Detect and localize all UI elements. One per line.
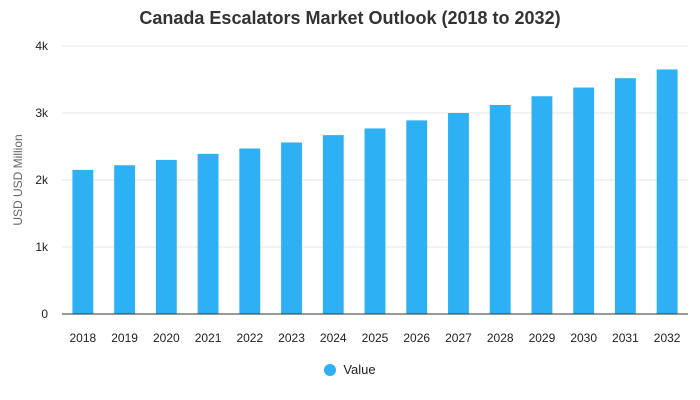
legend-label: Value xyxy=(343,362,376,377)
x-tick-label: 2020 xyxy=(153,331,180,345)
bar-2026[interactable] xyxy=(406,120,428,315)
bar-2032[interactable] xyxy=(656,69,678,314)
bar-2029[interactable] xyxy=(531,96,553,314)
bar-2030[interactable] xyxy=(573,87,595,314)
x-tick-label: 2026 xyxy=(403,331,430,345)
x-tick-label: 2025 xyxy=(362,331,389,345)
x-tick-label: 2021 xyxy=(195,331,222,345)
bar-2024[interactable] xyxy=(322,135,344,314)
x-tick-label: 2022 xyxy=(236,331,263,345)
x-tick-label: 2028 xyxy=(487,331,514,345)
y-tick-label: 0 xyxy=(41,307,48,321)
x-tick-label: 2030 xyxy=(570,331,597,345)
x-tick-label: 2029 xyxy=(529,331,556,345)
y-tick-label: 4k xyxy=(35,39,49,53)
y-axis: 0 1k 2k 3k 4k xyxy=(35,39,49,321)
x-tick-label: 2031 xyxy=(612,331,639,345)
bar-2019[interactable] xyxy=(114,165,136,314)
x-tick-label: 2023 xyxy=(278,331,305,345)
bar-2028[interactable] xyxy=(489,104,511,315)
bar-2021[interactable] xyxy=(197,153,219,314)
legend[interactable]: Value xyxy=(0,362,700,377)
x-tick-label: 2024 xyxy=(320,331,347,345)
bar-2027[interactable] xyxy=(448,113,469,314)
bar-2031[interactable] xyxy=(614,78,636,314)
bar-2023[interactable] xyxy=(281,142,302,314)
legend-marker-icon xyxy=(324,363,337,376)
y-tick-label: 2k xyxy=(35,173,49,187)
x-tick-label: 2027 xyxy=(445,331,472,345)
chart-title: Canada Escalators Market Outlook (2018 t… xyxy=(139,8,561,28)
x-tick-label: 2032 xyxy=(654,331,681,345)
y-tick-label: 1k xyxy=(35,240,49,254)
x-tick-label: 2019 xyxy=(111,331,138,345)
bar-2025[interactable] xyxy=(364,128,386,314)
x-tick-label: 2018 xyxy=(70,331,97,345)
bar-2022[interactable] xyxy=(239,148,261,314)
bar-2020[interactable] xyxy=(155,159,177,314)
bar-2018[interactable] xyxy=(72,169,94,314)
y-axis-title: USD USD Million xyxy=(11,134,25,225)
y-tick-label: 3k xyxy=(35,106,49,120)
bars xyxy=(72,69,678,315)
x-axis: 2018 2019 2020 2021 2022 2023 2024 2025 2026 2027… xyxy=(62,313,688,345)
